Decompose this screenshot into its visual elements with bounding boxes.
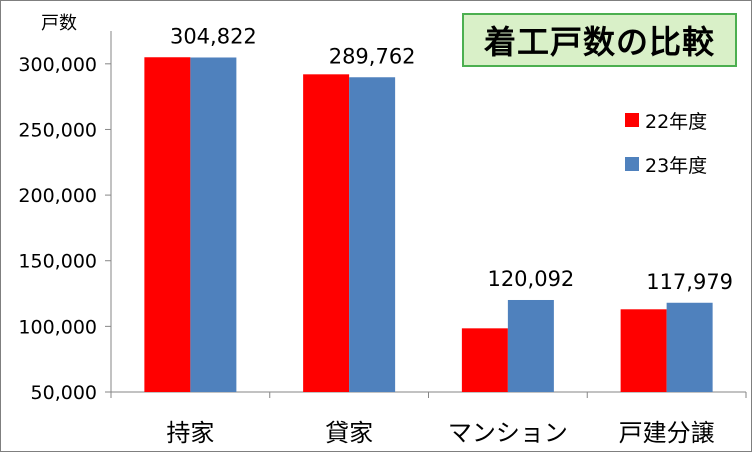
data-label: 289,762 bbox=[329, 44, 416, 68]
data-label: 117,979 bbox=[646, 270, 733, 294]
legend-label-series-2: 23年度 bbox=[645, 154, 708, 177]
bar-series-1 bbox=[144, 57, 191, 392]
legend: 22年度 23年度 bbox=[625, 109, 707, 197]
bar-series-2 bbox=[349, 77, 396, 393]
y-tick-label: 300,000 bbox=[18, 54, 97, 76]
chart-title: 着工戸数の比較 bbox=[462, 13, 737, 67]
y-axis-unit-label: 戸数 bbox=[41, 13, 77, 34]
legend-swatch-series-1 bbox=[625, 113, 639, 127]
bar-series-1 bbox=[620, 309, 667, 392]
bar-series-1 bbox=[461, 328, 508, 392]
legend-item-series-1: 22年度 bbox=[625, 109, 708, 133]
x-tick-label: 持家 bbox=[166, 419, 214, 447]
legend-label-series-1: 22年度 bbox=[645, 110, 708, 133]
bar-series-1 bbox=[303, 74, 350, 392]
legend-swatch-series-2 bbox=[625, 157, 639, 171]
bar-series-2 bbox=[507, 299, 554, 392]
y-tick-label: 50,000 bbox=[31, 382, 97, 404]
bar-series-2 bbox=[666, 302, 713, 392]
legend-item-series-2: 23年度 bbox=[625, 153, 708, 177]
x-tick-label: マンション bbox=[448, 419, 568, 447]
x-tick-label: 貸家 bbox=[325, 419, 373, 447]
y-tick-label: 150,000 bbox=[18, 251, 97, 273]
y-tick-label: 200,000 bbox=[18, 185, 97, 207]
bar-series-2 bbox=[190, 57, 237, 392]
y-tick-label: 100,000 bbox=[18, 316, 97, 338]
y-tick-label: 250,000 bbox=[18, 119, 97, 141]
data-label: 304,822 bbox=[170, 24, 257, 48]
data-label: 120,092 bbox=[487, 267, 574, 291]
x-tick-label: 戸建分譲 bbox=[619, 419, 715, 447]
